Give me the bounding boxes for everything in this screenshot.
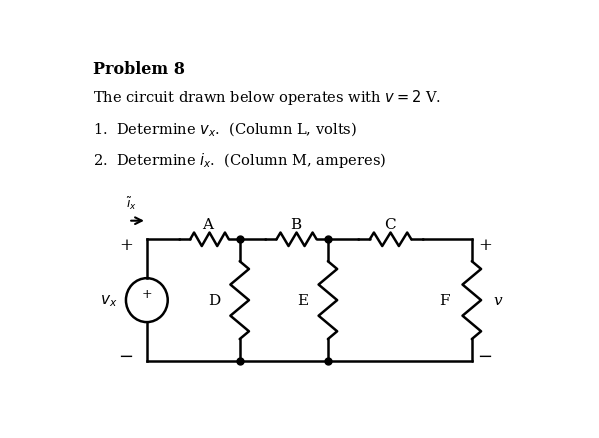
- Text: A: A: [202, 217, 213, 231]
- Text: −: −: [119, 347, 134, 365]
- Text: −: −: [477, 347, 492, 365]
- Text: $\tilde{\imath}_x$: $\tilde{\imath}_x$: [126, 195, 137, 212]
- Text: +: +: [478, 237, 492, 253]
- Text: C: C: [384, 217, 395, 231]
- Text: +: +: [141, 287, 152, 300]
- Text: B: B: [290, 217, 301, 231]
- Text: F: F: [439, 293, 449, 307]
- Text: D: D: [208, 293, 220, 307]
- Text: $v_x$: $v_x$: [100, 293, 117, 308]
- Text: +: +: [119, 237, 133, 253]
- Text: v: v: [493, 293, 501, 307]
- Text: The circuit drawn below operates with $v = 2$ V.: The circuit drawn below operates with $v…: [93, 88, 441, 107]
- Text: E: E: [297, 293, 308, 307]
- Text: 1.  Determine $v_x$.  (Column L, volts): 1. Determine $v_x$. (Column L, volts): [93, 120, 358, 138]
- Text: 2.  Determine $i_x$.  (Column M, amperes): 2. Determine $i_x$. (Column M, amperes): [93, 150, 387, 170]
- Text: Problem 8: Problem 8: [93, 61, 186, 78]
